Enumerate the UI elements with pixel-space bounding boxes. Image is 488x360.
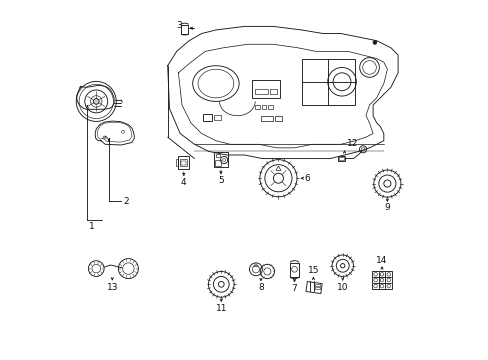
Text: 6: 6 <box>304 174 310 183</box>
Bar <box>255 89 267 94</box>
Bar <box>175 159 178 166</box>
Text: 1: 1 <box>88 222 94 231</box>
Text: 10: 10 <box>336 283 348 292</box>
Bar <box>339 157 344 160</box>
Text: 11: 11 <box>215 304 226 313</box>
Bar <box>301 59 354 105</box>
Bar <box>181 161 185 165</box>
Bar <box>180 159 186 166</box>
Bar <box>337 156 345 161</box>
Bar <box>269 89 276 94</box>
Text: 14: 14 <box>376 256 387 265</box>
Bar <box>268 105 272 109</box>
Bar <box>181 24 188 33</box>
Bar <box>214 153 227 167</box>
Bar <box>314 287 319 289</box>
Text: 9: 9 <box>384 203 389 212</box>
Bar <box>305 282 322 293</box>
Bar <box>251 80 280 98</box>
Bar <box>260 116 272 121</box>
Text: 15: 15 <box>307 266 319 275</box>
Bar <box>214 115 220 120</box>
Bar <box>290 262 298 277</box>
Bar <box>255 105 259 109</box>
Text: 3: 3 <box>176 21 182 30</box>
Bar <box>274 116 282 121</box>
Bar <box>372 271 391 289</box>
Text: 2: 2 <box>123 197 129 206</box>
Text: 4: 4 <box>181 177 186 186</box>
Bar <box>178 156 189 169</box>
Text: 13: 13 <box>106 283 118 292</box>
Bar <box>216 154 220 157</box>
Circle shape <box>93 99 99 104</box>
Text: 5: 5 <box>218 176 224 185</box>
Bar <box>203 114 212 121</box>
Text: 12: 12 <box>346 139 357 148</box>
Bar <box>314 284 319 286</box>
Circle shape <box>372 41 376 44</box>
Bar <box>215 160 220 166</box>
Text: 7: 7 <box>291 284 297 293</box>
Text: 8: 8 <box>258 283 263 292</box>
Bar <box>261 105 265 109</box>
